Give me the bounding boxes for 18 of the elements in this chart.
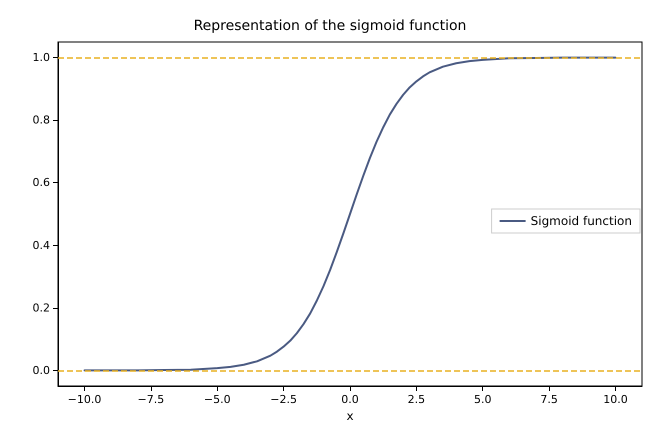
chart-title: Representation of the sigmoid function <box>194 18 466 34</box>
x-tick-label: 7.5 <box>540 393 558 406</box>
y-tick-label: 0.2 <box>32 301 50 314</box>
x-tick-label: 10.0 <box>603 393 628 406</box>
x-tick-label: −7.5 <box>138 393 164 406</box>
y-tick-label: 1.0 <box>32 51 50 64</box>
x-tick-label: −2.5 <box>270 393 297 406</box>
y-tick-label: 0.6 <box>32 176 50 190</box>
y-tick-label: 0.0 <box>32 364 50 377</box>
x-tick-label: 2.5 <box>408 393 426 406</box>
y-tick-label: 0.4 <box>32 238 50 252</box>
x-tick-label: 0.0 <box>341 393 359 406</box>
x-tick-label: −5.0 <box>204 393 231 406</box>
x-tick-label: 5.0 <box>474 393 492 406</box>
legend-label: Sigmoid function <box>530 214 632 228</box>
x-tick-label: −10.0 <box>68 393 102 406</box>
y-tick-label: 0.8 <box>32 114 50 127</box>
x-axis-title: x <box>346 409 354 423</box>
